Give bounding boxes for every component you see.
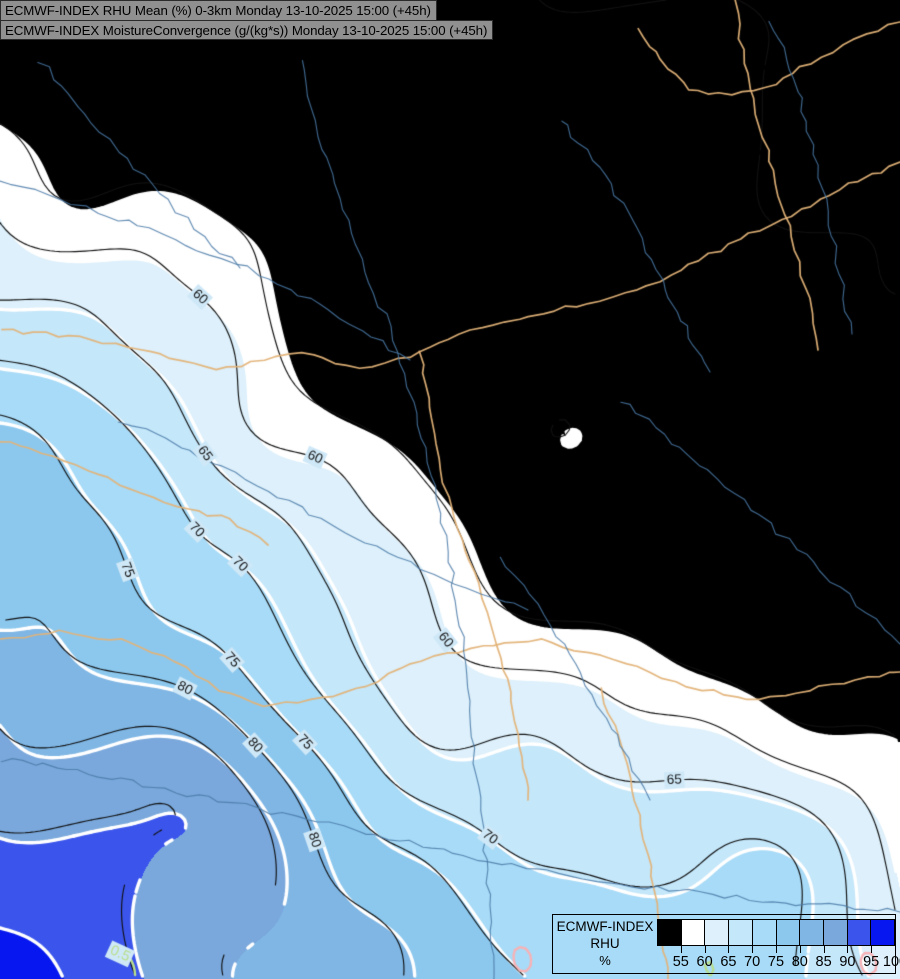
legend-swatch-6	[800, 920, 824, 945]
legend-caption-unit: %	[599, 953, 611, 968]
legend-swatch-4	[752, 920, 777, 945]
map-title-overlay: ECMWF-INDEX RHU Mean (%) 0-3km Monday 13…	[0, 0, 494, 40]
legend-label-80: 80	[791, 954, 808, 970]
legend-swatch-3	[729, 920, 753, 945]
legend-label-55: 55	[672, 954, 689, 970]
legend-label-75: 75	[767, 954, 785, 970]
legend-swatch-7	[823, 920, 848, 945]
colorbar-legend: ECMWF-INDEX RHU % 55 60 65 70 75 80 85 90 95100	[552, 914, 900, 974]
legend-tick-100	[895, 946, 896, 953]
legend-label-70: 70	[744, 954, 761, 970]
legend-caption-variable: RHU	[590, 936, 620, 951]
legend-tick-85	[823, 946, 825, 953]
legend-tick-row	[657, 946, 896, 953]
legend-tick-80	[799, 946, 801, 953]
legend-swatch-row	[657, 919, 895, 946]
legend-label-95: 95	[863, 954, 880, 970]
map-title-primary: ECMWF-INDEX RHU Mean (%) 0-3km Monday 13…	[0, 0, 437, 20]
legend-label-65: 65	[720, 954, 737, 970]
legend-tick-75	[776, 946, 777, 953]
legend-label-60: 60	[696, 954, 713, 970]
legend-tick-70	[752, 946, 754, 953]
legend-swatch-8	[847, 920, 872, 945]
legend-swatch-1	[681, 920, 706, 945]
legend-tick-55	[680, 946, 682, 953]
legend-tick-65	[728, 946, 730, 953]
legend-tick-60	[704, 946, 706, 953]
map-title-secondary: ECMWF-INDEX MoistureConvergence (g/(kg*s…	[0, 20, 494, 40]
legend-label-row: 55 60 65 70 75 80 85 90 95100	[657, 953, 900, 973]
legend-tick-95	[871, 946, 873, 953]
legend-caption: ECMWF-INDEX RHU %	[553, 915, 657, 969]
legend-scale: 55 60 65 70 75 80 85 90 95100	[657, 915, 900, 973]
legend-label-85: 85	[815, 954, 832, 970]
legend-label-90: 90	[839, 954, 856, 970]
legend-swatch-2	[705, 920, 730, 945]
legend-label-100: 100	[882, 954, 900, 970]
legend-swatch-5	[776, 920, 801, 945]
legend-caption-model: ECMWF-INDEX	[556, 919, 654, 934]
legend-tick-90	[847, 946, 849, 953]
legend-swatch-0	[658, 920, 682, 945]
legend-swatch-9	[871, 920, 895, 945]
